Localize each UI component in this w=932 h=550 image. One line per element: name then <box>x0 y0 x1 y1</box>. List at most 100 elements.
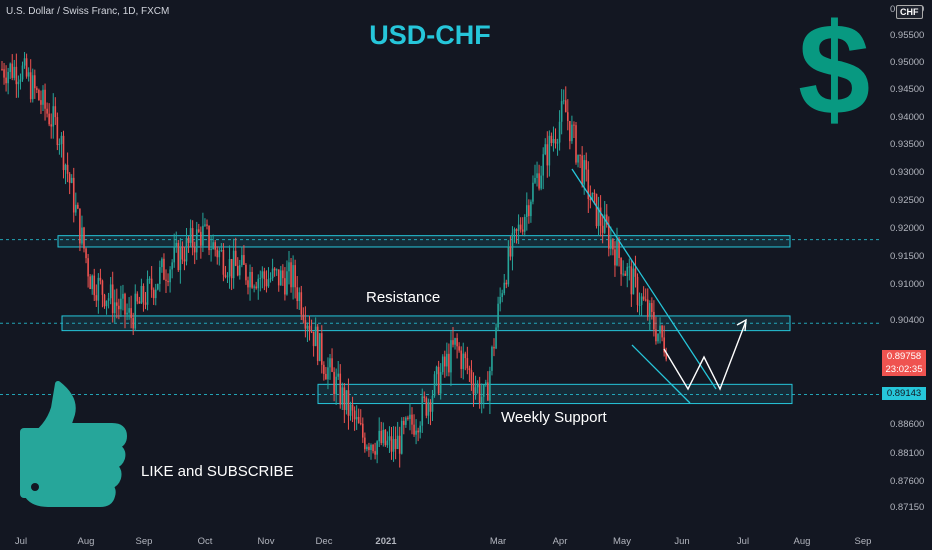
support-label: Weekly Support <box>501 409 607 426</box>
candle-body <box>452 340 454 345</box>
candle-body <box>62 135 65 171</box>
candle-body <box>298 292 301 302</box>
candle-body <box>441 356 444 373</box>
candle-body <box>528 205 530 217</box>
candle-body <box>634 268 637 277</box>
currency-badge[interactable]: CHF <box>896 5 923 19</box>
candle-body <box>150 278 153 290</box>
candle-body <box>230 258 233 279</box>
candle-body <box>583 160 585 185</box>
candle-body <box>101 280 104 295</box>
candle-body <box>118 305 120 310</box>
candle-body <box>122 293 124 299</box>
candle-body <box>599 207 602 226</box>
candle-body <box>597 207 600 227</box>
candle-body <box>400 420 403 454</box>
candle-body <box>66 164 69 174</box>
candle-body <box>169 269 171 283</box>
candle-body <box>603 214 606 233</box>
x-tick-label: May <box>613 536 631 547</box>
candle-body <box>448 353 450 373</box>
candle-body <box>505 282 508 285</box>
candle-body <box>241 255 243 266</box>
candle-body <box>99 277 102 281</box>
candle-body <box>288 262 290 272</box>
candle-body <box>42 89 44 105</box>
candle-body <box>337 373 339 377</box>
candle-body <box>476 383 479 388</box>
candle-body <box>642 296 645 300</box>
candle-body <box>640 296 643 305</box>
candle-body <box>511 232 514 257</box>
candle-body <box>159 267 161 284</box>
x-tick-label: Sep <box>855 536 872 547</box>
candle-body <box>294 265 296 288</box>
candle-body <box>388 436 391 441</box>
candle-body <box>5 77 7 84</box>
y-tick-label: 0.87150 <box>890 502 924 513</box>
candle-body <box>626 266 629 276</box>
candle-body <box>499 297 501 304</box>
candle-body <box>638 304 641 306</box>
candle-body <box>544 144 547 155</box>
candle-body <box>263 271 266 280</box>
candle-body <box>40 100 42 105</box>
x-tick-label: Jul <box>15 536 27 547</box>
candle-body <box>206 224 208 226</box>
y-tick-label: 0.91000 <box>890 279 924 290</box>
candle-body <box>15 66 18 85</box>
candle-body <box>470 370 473 384</box>
candle-body <box>632 268 635 295</box>
channel-lower-line <box>631 344 691 404</box>
candle-body <box>128 308 130 313</box>
candle-body <box>622 273 624 275</box>
candle-body <box>439 372 442 394</box>
candle-body <box>390 436 393 452</box>
candle-body <box>558 121 561 143</box>
candle-body <box>575 125 577 163</box>
candle-body <box>548 135 551 166</box>
price-axis[interactable]: 0.956500.955000.950000.945000.940000.935… <box>890 4 924 513</box>
candle-body <box>564 100 567 113</box>
candle-body <box>144 302 147 305</box>
candle-body <box>193 247 196 253</box>
candle-body <box>259 277 262 279</box>
y-tick-label: 0.92000 <box>890 223 924 234</box>
candle-body <box>655 329 657 342</box>
candle-body <box>314 326 317 347</box>
candle-body <box>236 265 239 276</box>
candle-body <box>659 325 661 334</box>
candle-body <box>466 358 469 369</box>
candle-body <box>116 302 118 306</box>
candle-body <box>239 265 241 276</box>
time-axis[interactable]: Jul Aug Sep Oct Nov Dec 2021 Mar Apr May Jun Jul Aug… <box>15 536 872 547</box>
candle-body <box>165 279 167 281</box>
candle-body <box>392 438 395 452</box>
candle-body <box>370 444 372 451</box>
thumbs-up-icon <box>20 381 127 507</box>
candle-body <box>34 75 36 89</box>
candle-body <box>77 204 79 209</box>
candle-body <box>487 382 489 401</box>
x-tick-label: Oct <box>198 536 213 547</box>
candle-body <box>175 242 178 247</box>
candle-body <box>21 65 24 80</box>
projection-path <box>663 320 747 391</box>
resistance-label: Resistance <box>366 289 441 306</box>
candle-body <box>280 270 282 286</box>
candle-body <box>437 366 440 394</box>
candle-body <box>50 124 52 127</box>
candle-body <box>550 135 553 144</box>
x-tick-label: Dec <box>316 536 333 547</box>
dollar-sign-icon: $ <box>798 0 871 142</box>
candle-body <box>191 228 194 248</box>
countdown-tag: 23:02:35 <box>882 363 926 376</box>
candle-body <box>68 173 71 183</box>
candle-body <box>23 58 26 66</box>
candle-body <box>75 204 77 213</box>
candle-body <box>251 271 253 288</box>
candle-body <box>433 374 436 396</box>
y-tick-label: 0.88600 <box>890 419 924 430</box>
candle-body <box>93 275 96 296</box>
